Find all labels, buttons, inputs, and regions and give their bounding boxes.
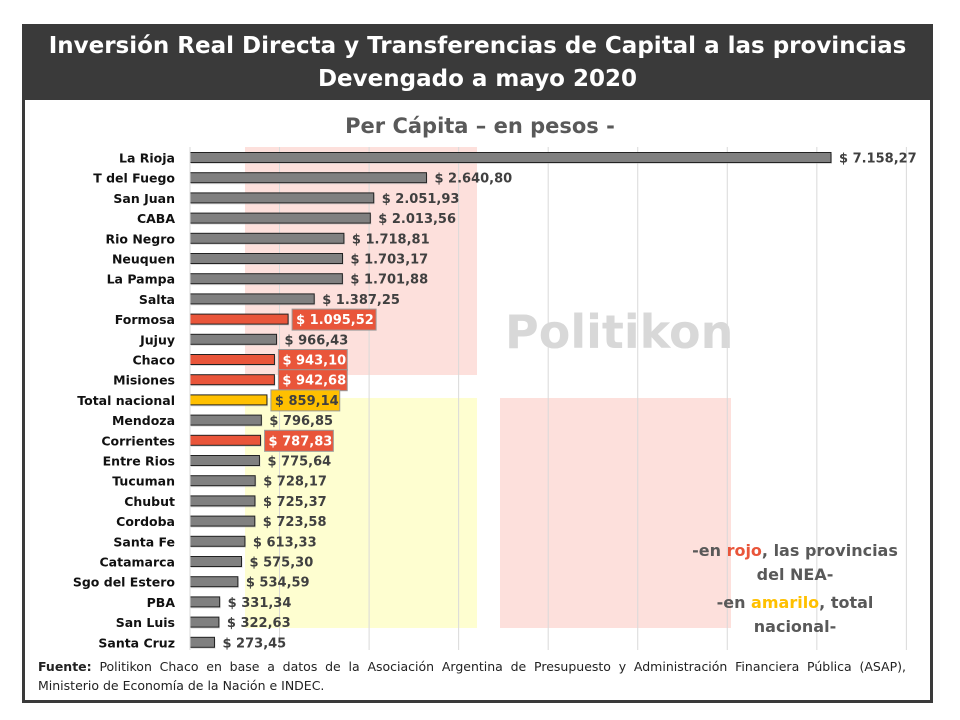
bar (189, 273, 343, 285)
header: Inversión Real Directa y Transferencias … (22, 24, 933, 100)
category-label: La Pampa (107, 272, 175, 287)
bar (189, 475, 256, 487)
bar (189, 495, 256, 507)
data-label: $ 1.703,17 (351, 253, 429, 268)
category-label: San Luis (116, 615, 175, 630)
category-label: Formosa (115, 312, 175, 327)
data-label: $ 273,45 (222, 636, 286, 651)
note-text: del NEA- (756, 565, 834, 584)
legend-note-red: -en rojo, las provincias del NEA- (660, 539, 930, 587)
source-label: Fuente: (38, 659, 92, 674)
data-label: $ 725,37 (263, 495, 327, 510)
data-label: $ 7.158,27 (839, 152, 917, 167)
bar (189, 152, 832, 163)
data-label: $ 2.013,56 (378, 212, 456, 227)
bar (189, 535, 246, 547)
bar (189, 636, 215, 648)
title-line-2: Devengado a mayo 2020 (317, 66, 638, 92)
category-label: Mendoza (112, 413, 175, 428)
category-label: Neuquen (112, 252, 175, 267)
note-text: nacional- (753, 617, 837, 636)
bar (189, 333, 278, 345)
data-label: $ 322,63 (227, 616, 291, 631)
note-text: -en (692, 541, 727, 560)
bar (189, 455, 260, 466)
data-label-box (270, 389, 341, 412)
bar (189, 192, 375, 204)
category-label: Santa Cruz (98, 635, 175, 650)
category-label: Entre Rios (103, 454, 175, 469)
bar (189, 596, 221, 608)
category-label: Cordoba (116, 514, 175, 529)
category-label: Salta (139, 292, 175, 307)
data-label: $ 2.051,93 (382, 192, 460, 207)
category-label: Total nacional (77, 393, 175, 408)
data-label: $ 1.387,25 (322, 293, 400, 308)
data-label: $ 1.718,81 (352, 232, 430, 247)
category-label: Corrientes (101, 433, 175, 448)
category-label: Santa Fe (113, 534, 175, 549)
data-label: $ 613,33 (253, 535, 317, 550)
bar (189, 556, 243, 567)
legend-note-yellow: -en amarilo, total nacional- (660, 591, 930, 639)
frame (22, 24, 933, 703)
bar (189, 172, 427, 184)
category-label: PBA (147, 595, 176, 610)
title-line-1: Inversión Real Directa y Transferencias … (48, 33, 907, 59)
bar (189, 374, 275, 386)
category-label: Rio Negro (106, 231, 176, 246)
note-red-word: rojo (726, 541, 762, 560)
data-label: $ 942,68 (282, 374, 346, 389)
category-label: T del Fuego (93, 171, 175, 186)
bar (189, 616, 220, 628)
note-text: , total (819, 593, 874, 612)
category-label: CABA (137, 211, 175, 226)
data-label: $ 331,34 (228, 596, 292, 611)
category-label: Chaco (132, 353, 175, 368)
data-label: $ 723,58 (263, 515, 327, 530)
category-label: Tucuman (112, 474, 175, 489)
bar (189, 354, 275, 365)
bar (189, 232, 345, 244)
category-label: Chubut (124, 494, 175, 509)
bar (189, 212, 371, 224)
data-label: $ 2.640,80 (434, 172, 512, 187)
watermark-text: Politikon (505, 305, 734, 359)
category-label: Sgo del Estero (73, 575, 176, 590)
data-label: $ 1.095,52 (296, 313, 374, 328)
data-label-box (264, 429, 334, 452)
category-label: Jujuy (139, 332, 175, 347)
bar (189, 253, 344, 264)
bar (189, 394, 268, 406)
watermark-block-pink-2 (500, 398, 731, 628)
data-label-box (291, 308, 377, 331)
source-text: Politikon Chaco en base a datos de la As… (38, 659, 906, 693)
bar (189, 434, 262, 446)
chart-title: Per Cápita – en pesos - (345, 114, 615, 138)
data-label: $ 943,10 (282, 354, 346, 369)
bar (189, 515, 256, 527)
data-label: $ 575,30 (250, 556, 314, 571)
category-label: Catamarca (100, 555, 176, 570)
data-label: $ 859,14 (275, 394, 339, 409)
data-label: $ 534,59 (246, 576, 310, 591)
note-text: , las provincias (761, 541, 898, 560)
data-label: $ 1.701,88 (350, 273, 428, 288)
note-yellow-word: amarilo (751, 593, 820, 612)
bar (189, 313, 289, 325)
bar (189, 576, 239, 588)
category-label: Misiones (113, 373, 175, 388)
source-note: Fuente: Politikon Chaco en base a datos … (38, 657, 906, 695)
data-label: $ 787,83 (269, 434, 333, 449)
data-label: $ 796,85 (269, 414, 333, 429)
bar (189, 414, 262, 426)
category-label: La Rioja (119, 151, 175, 166)
note-text: -en (716, 593, 752, 612)
category-label: San Juan (113, 191, 175, 206)
bar (189, 293, 315, 305)
data-label: $ 775,64 (267, 455, 331, 470)
data-label: $ 966,43 (285, 333, 349, 348)
data-label: $ 728,17 (263, 475, 327, 490)
